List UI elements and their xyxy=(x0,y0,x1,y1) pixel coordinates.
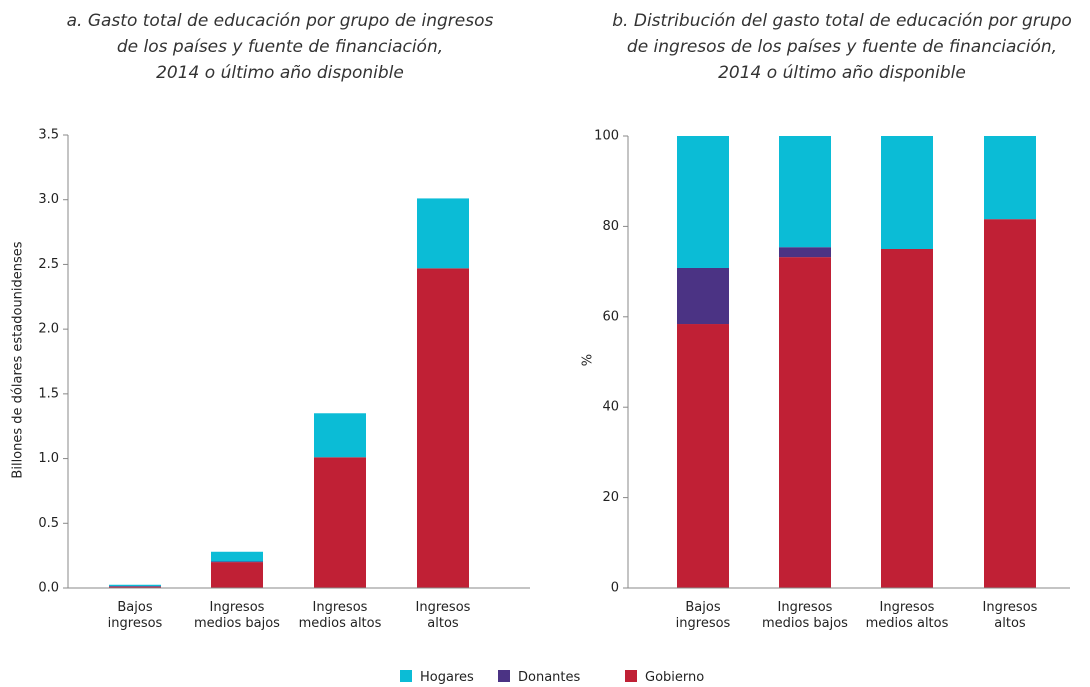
y-tick-label: 0 xyxy=(611,581,619,596)
chart-title: b. Distribución del gasto total de educa… xyxy=(612,11,1072,83)
x-tick-label: Ingresos medios bajos xyxy=(762,600,848,631)
y-tick-label: 60 xyxy=(602,309,619,324)
y-tick-label: 40 xyxy=(602,400,619,415)
bar-segment xyxy=(211,551,263,562)
bar-segment xyxy=(779,257,831,588)
bar-segment xyxy=(677,324,729,588)
y-tick-label: 1.5 xyxy=(38,386,59,401)
x-tick-label: Bajos ingresos xyxy=(675,600,731,631)
bar-segment xyxy=(314,413,366,458)
y-axis-label: % xyxy=(581,354,596,366)
chart-title: a. Gasto total de educación por grupo de… xyxy=(66,11,494,83)
y-tick-label: 3.0 xyxy=(38,192,59,207)
legend-item: Gobierno xyxy=(625,670,704,685)
x-tick-label: Ingresos altos xyxy=(415,600,471,631)
bar-segment xyxy=(314,457,366,588)
legend-swatch xyxy=(498,670,510,682)
bar-segment xyxy=(881,136,933,249)
legend-label: Gobierno xyxy=(645,670,705,685)
bar-segment xyxy=(109,586,161,587)
bar-segment xyxy=(984,219,1036,588)
y-tick-label: 3.5 xyxy=(38,128,59,143)
bar-segment xyxy=(417,198,469,269)
bar-segment xyxy=(417,268,469,588)
y-axis-label: Billones de dólares estadounidenses xyxy=(11,241,26,478)
y-tick-label: 100 xyxy=(594,129,619,144)
x-tick-label: Ingresos altos xyxy=(982,600,1038,631)
bar-segment xyxy=(211,562,263,588)
bar-segment xyxy=(677,136,729,268)
y-tick-label: 1.0 xyxy=(38,451,59,466)
x-tick-label: Ingresos medios bajos xyxy=(194,600,280,631)
legend-swatch xyxy=(625,670,637,682)
x-tick-label: Ingresos medios altos xyxy=(865,600,949,631)
y-tick-label: 2.5 xyxy=(38,257,59,272)
y-tick-label: 2.0 xyxy=(38,322,59,337)
bar-segment xyxy=(779,136,831,248)
bar-segment xyxy=(109,584,161,587)
legend-swatch xyxy=(400,670,412,682)
bar-segment xyxy=(881,249,933,588)
y-tick-label: 0.0 xyxy=(38,581,59,596)
legend-label: Hogares xyxy=(420,670,474,685)
bar-segment xyxy=(211,561,263,563)
x-tick-label: Ingresos medios altos xyxy=(298,600,382,631)
legend-item: Hogares xyxy=(400,670,474,685)
bar-segment xyxy=(677,267,729,325)
bar-segment xyxy=(109,586,161,588)
y-tick-label: 0.5 xyxy=(38,516,59,531)
x-tick-label: Bajos ingresos xyxy=(107,600,163,631)
y-tick-label: 20 xyxy=(602,490,619,505)
bar-segment xyxy=(984,136,1036,220)
legend-item: Donantes xyxy=(498,670,580,685)
bar-segment xyxy=(779,247,831,258)
legend-label: Donantes xyxy=(518,670,581,685)
y-tick-label: 80 xyxy=(602,219,619,234)
